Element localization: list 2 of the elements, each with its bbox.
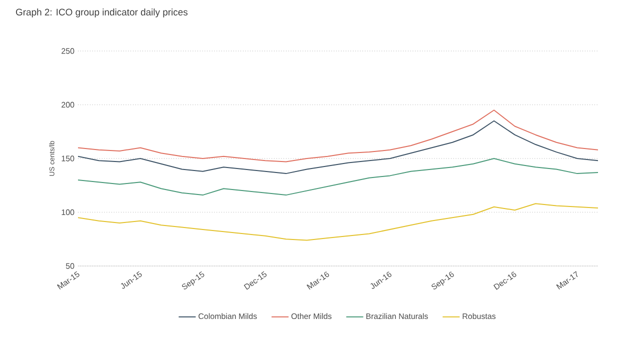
chart-title: Graph 2: ICO group indicator daily prices xyxy=(16,8,188,18)
line-series xyxy=(78,110,598,162)
